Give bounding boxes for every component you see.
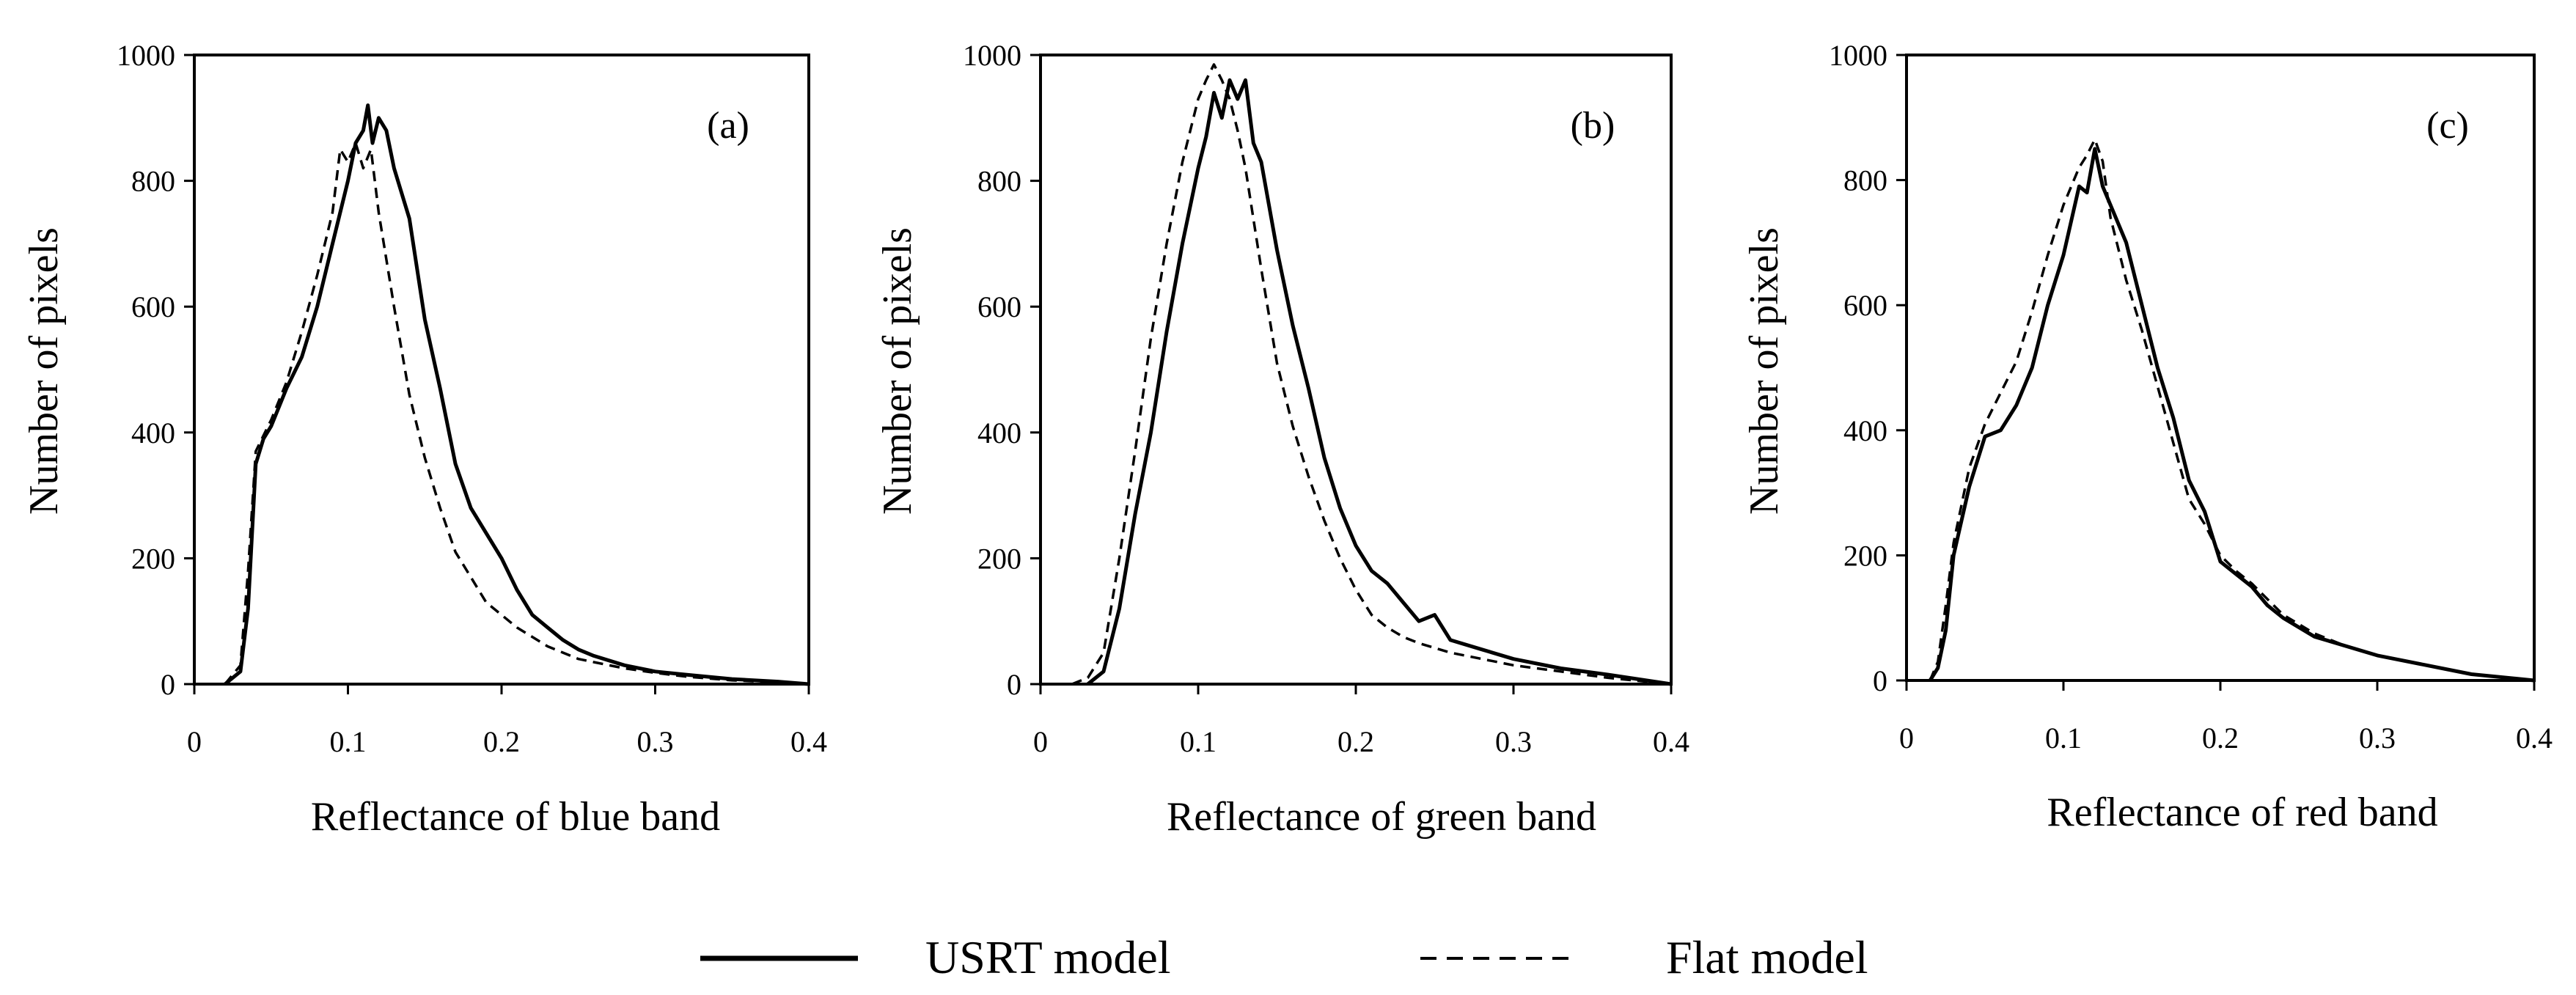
series-line-flat-model (224, 142, 810, 686)
y-tick-label: 400 (1843, 414, 1887, 447)
plot-area-frame (193, 54, 810, 686)
x-tick-label: 0.2 (483, 725, 520, 758)
x-tick-label: 0.2 (1337, 725, 1374, 758)
series-line-flat-model (1071, 63, 1672, 686)
x-axis-label: Reflectance of blue band (311, 794, 720, 840)
y-axis-label: Number of pixels (21, 227, 67, 515)
y-tick-label: 0 (1007, 668, 1021, 701)
y-tick-label: 1000 (117, 39, 175, 72)
y-tick-label: 1000 (1829, 39, 1887, 72)
legend-label-usrt: USRT model (925, 931, 1171, 983)
chart-panel-b: Number of pixels Reflectance of green ba… (875, 39, 1689, 840)
panel-label: (b) (1571, 105, 1615, 147)
plot-area-frame (1039, 54, 1673, 686)
x-tick-label: 0.4 (790, 725, 827, 758)
x-tick-label: 0 (187, 725, 202, 758)
x-tick-label: 0.4 (2516, 722, 2553, 754)
y-tick-label: 0 (1873, 664, 1887, 697)
chart-panel-c: Number of pixels Reflectance of red band… (1742, 39, 2553, 835)
y-axis-label: Number of pixels (1742, 227, 1787, 515)
x-tick-label: 0.1 (1180, 725, 1217, 758)
y-tick-label: 200 (977, 542, 1021, 575)
y-tick-label: 800 (131, 165, 175, 198)
x-axis-label: Reflectance of green band (1167, 794, 1596, 840)
plot-area-frame (1905, 54, 2536, 682)
legend-label-flat: Flat model (1666, 931, 1868, 983)
x-tick-label: 0.2 (2202, 722, 2239, 754)
series-line-usrt-model (224, 103, 810, 686)
y-tick-label: 600 (1843, 289, 1887, 322)
x-axis-label: Reflectance of red band (2047, 790, 2437, 835)
x-tick-label: 0 (1899, 722, 1914, 754)
series-line-usrt-model (1928, 147, 2535, 683)
y-tick-label: 600 (977, 290, 1021, 323)
x-tick-label: 0.3 (637, 725, 674, 758)
y-tick-label: 0 (161, 668, 175, 701)
chart-panel-a: Number of pixels Reflectance of blue ban… (21, 39, 827, 840)
panel-label: (c) (2426, 105, 2469, 147)
y-tick-label: 600 (131, 290, 175, 323)
x-tick-label: 0.3 (1495, 725, 1532, 758)
y-tick-label: 400 (977, 416, 1021, 449)
x-tick-label: 0.1 (2045, 722, 2082, 754)
x-tick-label: 0.3 (2359, 722, 2396, 754)
y-tick-label: 800 (1843, 164, 1887, 197)
y-tick-label: 400 (131, 416, 175, 449)
x-tick-label: 0 (1033, 725, 1048, 758)
y-tick-label: 200 (1843, 539, 1887, 572)
x-tick-label: 0.1 (330, 725, 367, 758)
x-tick-label: 0.4 (1653, 725, 1689, 758)
y-axis-label: Number of pixels (875, 227, 920, 515)
y-tick-label: 1000 (963, 39, 1021, 72)
legend: USRT model Flat model (700, 931, 1868, 983)
y-tick-label: 200 (131, 542, 175, 575)
panel-label: (a) (707, 105, 749, 147)
y-tick-label: 800 (977, 165, 1021, 198)
series-line-flat-model (1929, 138, 2535, 682)
series-line-usrt-model (1086, 78, 1672, 686)
